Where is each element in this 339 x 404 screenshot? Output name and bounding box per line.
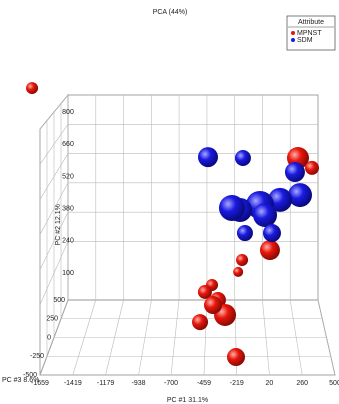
x-tick-label: 260	[296, 380, 308, 387]
z-tick-label: -250	[30, 353, 44, 360]
z-tick-label: -500	[23, 372, 37, 379]
x-tick-label: -700	[164, 380, 178, 387]
point	[233, 266, 244, 277]
point	[236, 225, 253, 242]
x-tick-label: -219	[230, 380, 244, 387]
point	[287, 183, 312, 208]
point	[304, 160, 319, 175]
x-tick-label: 500	[329, 380, 339, 387]
legend-swatch	[291, 31, 295, 35]
point	[234, 150, 251, 167]
z-tick-label: 250	[46, 316, 58, 323]
x-tick-label: -459	[197, 380, 211, 387]
point	[236, 253, 249, 266]
point	[197, 284, 212, 299]
point	[284, 162, 305, 183]
point	[262, 224, 281, 243]
point	[26, 82, 39, 95]
legend-swatch	[291, 38, 295, 42]
z-axis-label: PC #3 8.6%	[2, 377, 39, 384]
point	[227, 348, 246, 367]
point	[253, 203, 278, 228]
point	[218, 194, 245, 221]
x-axis-label: PC #1 31.1%	[167, 397, 208, 404]
point	[192, 314, 209, 331]
axes: -1659 -1419 -1179 -938 -700 -459 -219 20 260 500 1…	[2, 93, 339, 404]
legend-title: Attribute	[298, 19, 324, 26]
y-tick-label: 660	[62, 141, 74, 148]
points	[26, 82, 319, 367]
point	[259, 240, 280, 261]
point	[204, 296, 223, 315]
legend-label: SDM	[297, 37, 313, 44]
y-axis-label: PC #2 12.1%	[55, 204, 62, 245]
x-tick-label: 20	[266, 380, 274, 387]
legend-label: MPNST	[297, 30, 322, 37]
x-tick-label: -1659	[31, 380, 49, 387]
point	[197, 147, 218, 168]
y-tick-label: 520	[62, 173, 74, 180]
chart-title: PCA (44%)	[153, 9, 188, 16]
z-tick-label: 0	[47, 334, 51, 341]
y-tick-label: 100	[62, 270, 74, 277]
x-tick-label: -938	[132, 380, 146, 387]
y-tick-label: 800	[62, 109, 74, 116]
y-tick-label: 240	[62, 238, 74, 245]
x-tick-label: -1419	[64, 380, 82, 387]
z-tick-label: 500	[53, 297, 65, 304]
y-tick-label: 380	[62, 205, 74, 212]
point	[268, 187, 293, 212]
x-tick-label: -1179	[97, 380, 114, 387]
